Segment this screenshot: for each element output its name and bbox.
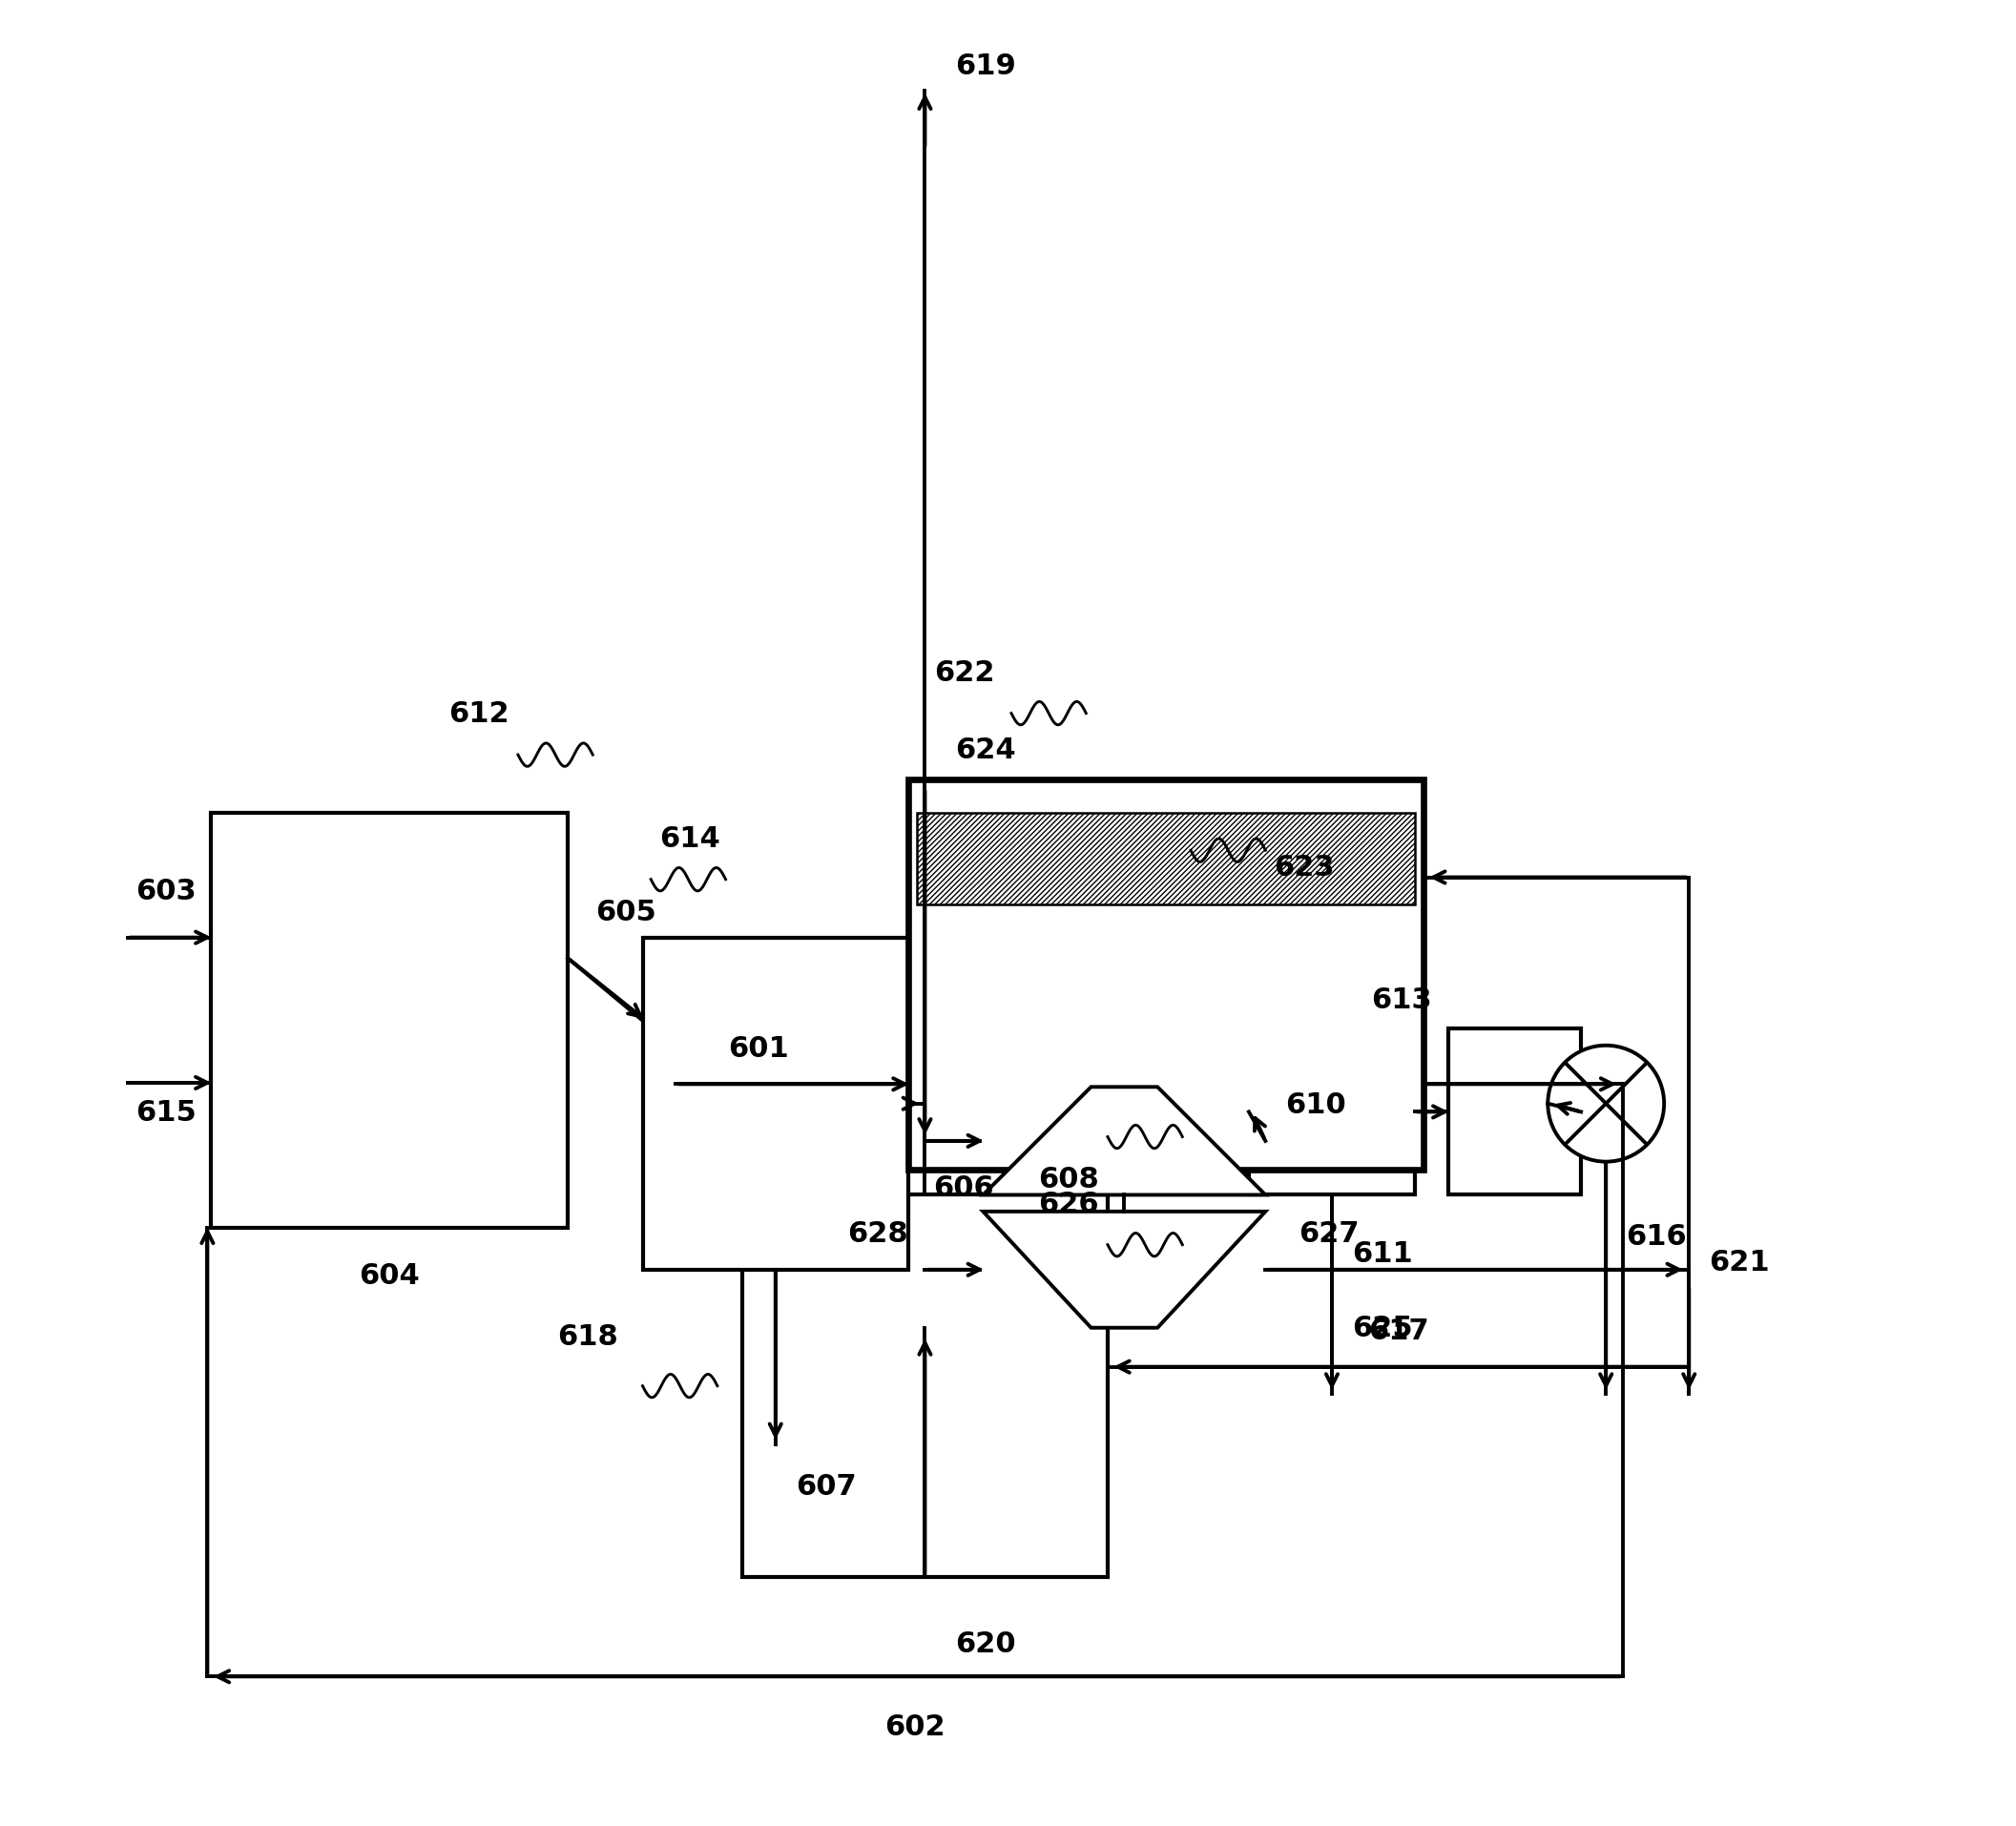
Text: 605: 605 xyxy=(595,898,657,926)
Text: 610: 610 xyxy=(1286,1090,1347,1119)
Text: 613: 613 xyxy=(1371,986,1431,1013)
Text: 626: 626 xyxy=(1038,1191,1099,1218)
Polygon shape xyxy=(212,813,569,1229)
Text: 615: 615 xyxy=(135,1099,198,1127)
Text: 606: 606 xyxy=(933,1174,994,1202)
Text: 607: 607 xyxy=(796,1472,857,1499)
Text: 619: 619 xyxy=(956,53,1016,80)
Text: 625: 625 xyxy=(1353,1315,1413,1342)
Text: 611: 611 xyxy=(1353,1240,1413,1267)
Text: 618: 618 xyxy=(556,1322,617,1349)
Polygon shape xyxy=(643,939,909,1269)
Text: 602: 602 xyxy=(885,1713,946,1740)
Text: 617: 617 xyxy=(1369,1317,1429,1344)
Polygon shape xyxy=(984,1212,1266,1328)
Polygon shape xyxy=(1447,1030,1581,1196)
Text: 621: 621 xyxy=(1710,1247,1770,1275)
Text: 627: 627 xyxy=(1298,1220,1359,1247)
Polygon shape xyxy=(909,780,1423,1170)
Polygon shape xyxy=(984,1086,1266,1196)
Text: 623: 623 xyxy=(1274,853,1335,882)
Polygon shape xyxy=(1248,1030,1415,1196)
Bar xyxy=(917,813,1415,904)
Polygon shape xyxy=(742,1196,1107,1578)
Text: 604: 604 xyxy=(359,1262,419,1289)
Text: 614: 614 xyxy=(659,825,720,853)
Text: 616: 616 xyxy=(1625,1223,1687,1251)
Text: 620: 620 xyxy=(956,1629,1016,1658)
Text: 603: 603 xyxy=(135,878,198,906)
Text: 622: 622 xyxy=(933,659,994,687)
Text: 628: 628 xyxy=(847,1220,909,1247)
Circle shape xyxy=(1548,1046,1663,1161)
Text: 624: 624 xyxy=(956,736,1016,763)
Text: 601: 601 xyxy=(728,1034,788,1061)
Text: 612: 612 xyxy=(450,699,510,727)
Text: 608: 608 xyxy=(1038,1165,1099,1192)
